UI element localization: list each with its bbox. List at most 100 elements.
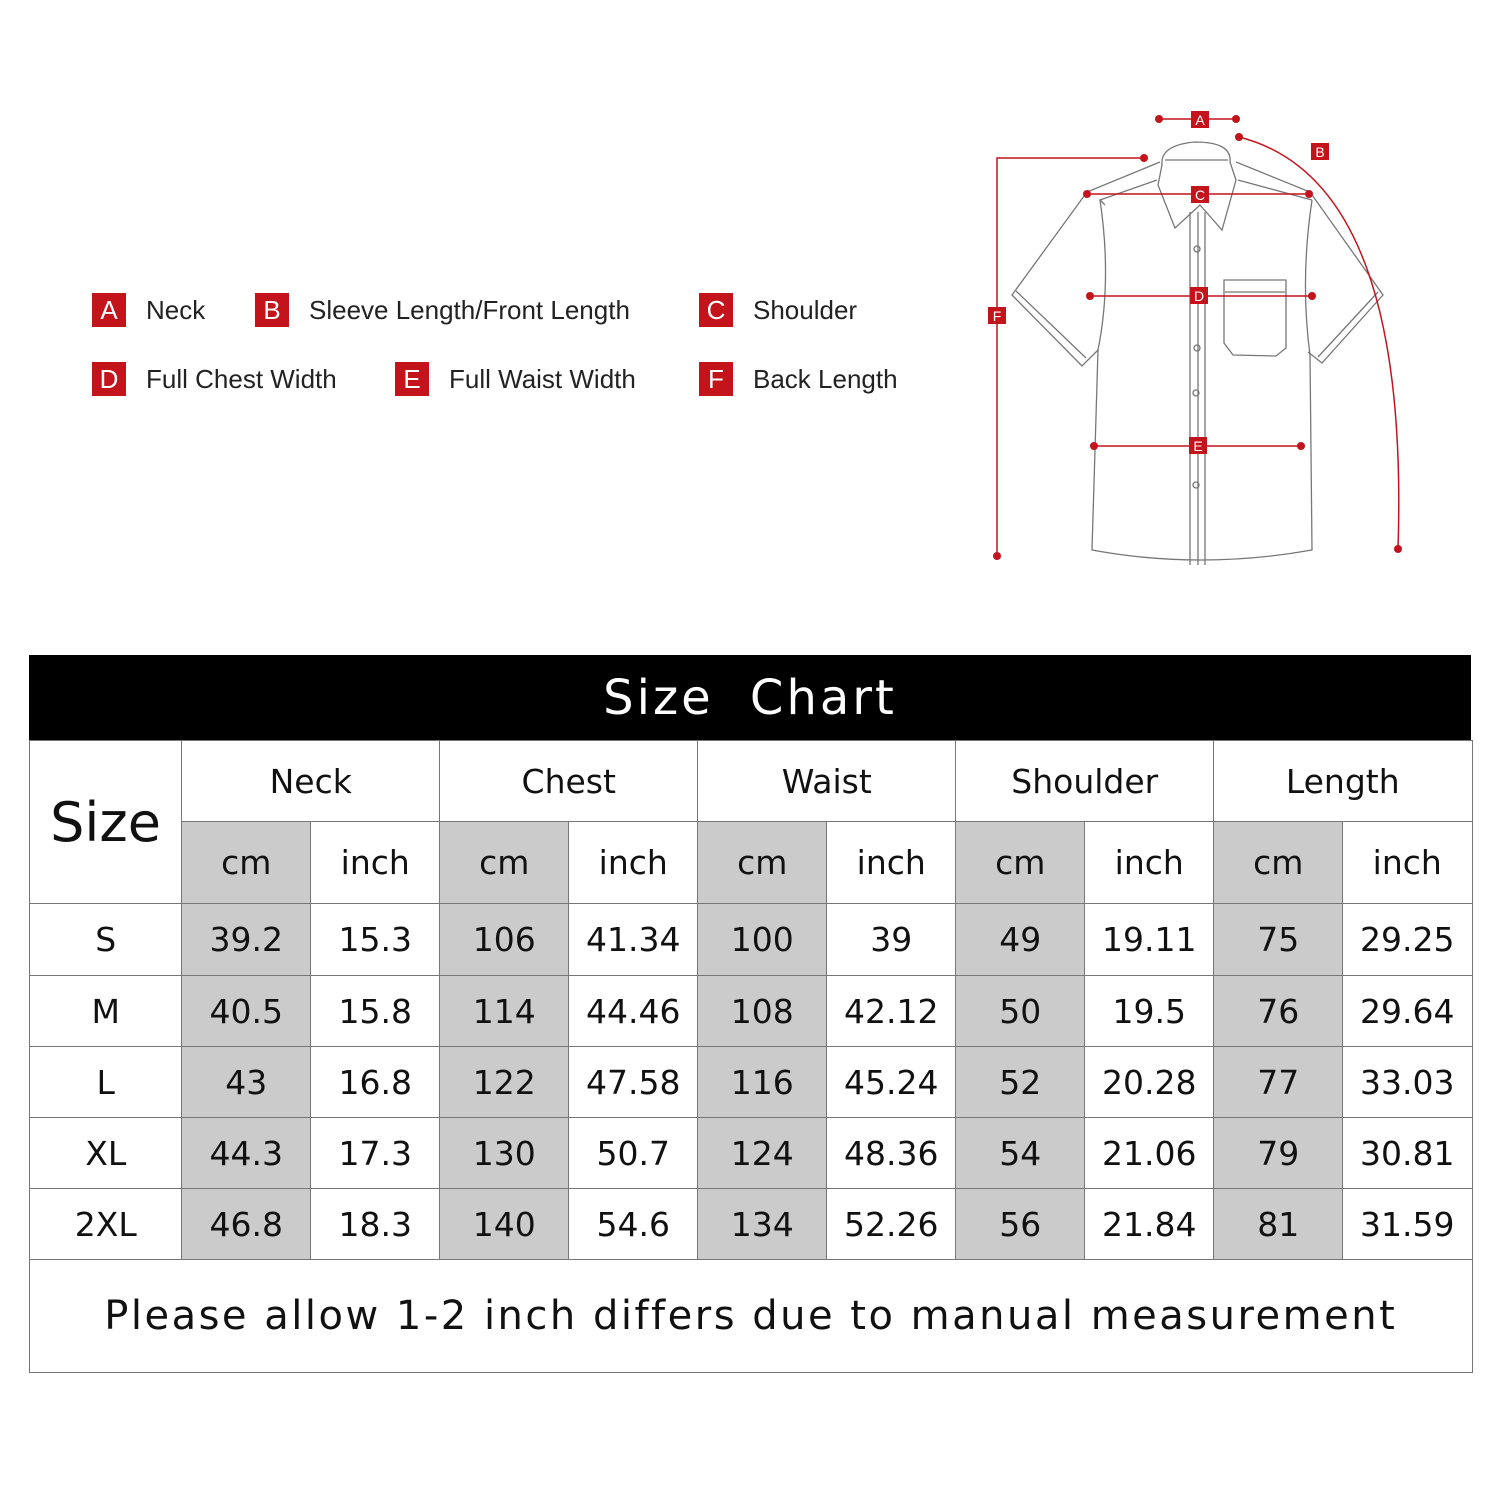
table-cell: 50.7 bbox=[568, 1117, 699, 1190]
table-cell: 122 bbox=[439, 1046, 570, 1119]
table-cell: 31.59 bbox=[1342, 1188, 1473, 1261]
footer-note: Please allow 1-2 inch differs due to man… bbox=[29, 1259, 1473, 1373]
table-cell: 29.25 bbox=[1342, 903, 1473, 977]
table-cell: 48.36 bbox=[826, 1117, 957, 1190]
table-cell: 114 bbox=[439, 975, 570, 1048]
legend-item-neck: A Neck bbox=[92, 292, 205, 328]
legend-label-chest-width: Full Chest Width bbox=[146, 363, 337, 394]
legend-item-back-length: F Back Length bbox=[699, 361, 898, 397]
table-cell: 46.8 bbox=[181, 1188, 312, 1261]
table-cell: 30.81 bbox=[1342, 1117, 1473, 1190]
table-cell: 54.6 bbox=[568, 1188, 699, 1261]
table-cell: 44.46 bbox=[568, 975, 699, 1048]
legend-letter-f: F bbox=[699, 362, 733, 396]
svg-text:D: D bbox=[1194, 288, 1204, 304]
table-cell: 140 bbox=[439, 1188, 570, 1261]
size-column-header: Size bbox=[29, 740, 182, 904]
diagram-label-b: B bbox=[1311, 143, 1329, 160]
table-cell: 21.84 bbox=[1084, 1188, 1215, 1261]
unit-header-inch: inch bbox=[1342, 821, 1473, 905]
table-cell: 50 bbox=[955, 975, 1086, 1048]
table-cell: 116 bbox=[697, 1046, 828, 1119]
group-header-neck: Neck bbox=[181, 740, 441, 824]
table-cell: 77 bbox=[1213, 1046, 1344, 1119]
table-cell: 39 bbox=[826, 903, 957, 977]
legend-label-neck: Neck bbox=[146, 294, 206, 325]
shirt-measurement-diagram: A B C D E F bbox=[988, 111, 1402, 565]
table-cell: 75 bbox=[1213, 903, 1344, 977]
table-cell: 134 bbox=[697, 1188, 828, 1261]
table-cell: 81 bbox=[1213, 1188, 1344, 1261]
table-cell: 40.5 bbox=[181, 975, 312, 1048]
legend-label-sleeve-length: Sleeve Length/Front Length bbox=[309, 294, 630, 325]
table-cell: 56 bbox=[955, 1188, 1086, 1261]
svg-text:F: F bbox=[993, 308, 1002, 324]
table-cell: 33.03 bbox=[1342, 1046, 1473, 1119]
table-cell: 41.34 bbox=[568, 903, 699, 977]
size-label: S bbox=[29, 903, 183, 977]
table-cell: 43 bbox=[181, 1046, 312, 1119]
group-header-chest: Chest bbox=[439, 740, 699, 824]
legend-item-waist-width: E Full Waist Width bbox=[395, 361, 636, 397]
table-cell: 79 bbox=[1213, 1117, 1344, 1190]
group-header-length: Length bbox=[1213, 740, 1473, 824]
table-cell: 124 bbox=[697, 1117, 828, 1190]
unit-header-cm: cm bbox=[1213, 821, 1344, 905]
table-cell: 18.3 bbox=[310, 1188, 441, 1261]
legend-label-shoulder: Shoulder bbox=[753, 294, 858, 325]
group-header-waist: Waist bbox=[697, 740, 957, 824]
unit-header-cm: cm bbox=[697, 821, 828, 905]
legend-item-sleeve-length: B Sleeve Length/Front Length bbox=[255, 292, 630, 328]
table-cell: 29.64 bbox=[1342, 975, 1473, 1048]
table-cell: 15.8 bbox=[310, 975, 441, 1048]
size-label: M bbox=[29, 975, 183, 1048]
table-cell: 16.8 bbox=[310, 1046, 441, 1119]
legend-letter-b: B bbox=[255, 293, 289, 327]
table-cell: 47.58 bbox=[568, 1046, 699, 1119]
legend-letter-c: C bbox=[699, 293, 733, 327]
group-header-shoulder: Shoulder bbox=[955, 740, 1215, 824]
table-cell: 39.2 bbox=[181, 903, 312, 977]
table-cell: 76 bbox=[1213, 975, 1344, 1048]
shirt-outline bbox=[1011, 141, 1384, 565]
table-cell: 130 bbox=[439, 1117, 570, 1190]
unit-header-inch: inch bbox=[310, 821, 441, 905]
svg-text:E: E bbox=[1193, 438, 1202, 454]
table-cell: 52.26 bbox=[826, 1188, 957, 1261]
diagram-label-c: C bbox=[1191, 186, 1209, 203]
legend-item-chest-width: D Full Chest Width bbox=[92, 361, 337, 397]
table-cell: 19.5 bbox=[1084, 975, 1215, 1048]
table-cell: 54 bbox=[955, 1117, 1086, 1190]
size-label: L bbox=[29, 1046, 183, 1119]
diagram-label-f: F bbox=[988, 307, 1006, 324]
table-cell: 15.3 bbox=[310, 903, 441, 977]
unit-header-cm: cm bbox=[181, 821, 312, 905]
table-cell: 108 bbox=[697, 975, 828, 1048]
table-cell: 44.3 bbox=[181, 1117, 312, 1190]
legend-label-back-length: Back Length bbox=[753, 363, 898, 394]
unit-header-inch: inch bbox=[568, 821, 699, 905]
table-cell: 100 bbox=[697, 903, 828, 977]
table-cell: 21.06 bbox=[1084, 1117, 1215, 1190]
size-label: XL bbox=[29, 1117, 183, 1190]
table-cell: 17.3 bbox=[310, 1117, 441, 1190]
diagram-label-e: E bbox=[1189, 437, 1207, 454]
legend-letter-d: D bbox=[92, 362, 126, 396]
unit-header-inch: inch bbox=[826, 821, 957, 905]
unit-header-cm: cm bbox=[439, 821, 570, 905]
table-cell: 19.11 bbox=[1084, 903, 1215, 977]
svg-text:A: A bbox=[1195, 112, 1205, 128]
legend-letter-a: A bbox=[92, 293, 126, 327]
unit-header-cm: cm bbox=[955, 821, 1086, 905]
legend-label-waist-width: Full Waist Width bbox=[449, 363, 636, 394]
table-cell: 106 bbox=[439, 903, 570, 977]
diagram-label-a: A bbox=[1191, 111, 1209, 128]
size-chart-title: Size Chart bbox=[29, 655, 1471, 741]
measurement-points bbox=[993, 115, 1402, 560]
svg-text:B: B bbox=[1315, 144, 1324, 160]
table-cell: 20.28 bbox=[1084, 1046, 1215, 1119]
legend-letter-e: E bbox=[395, 362, 429, 396]
table-cell: 42.12 bbox=[826, 975, 957, 1048]
svg-text:C: C bbox=[1195, 187, 1205, 203]
diagram-label-d: D bbox=[1190, 287, 1208, 304]
